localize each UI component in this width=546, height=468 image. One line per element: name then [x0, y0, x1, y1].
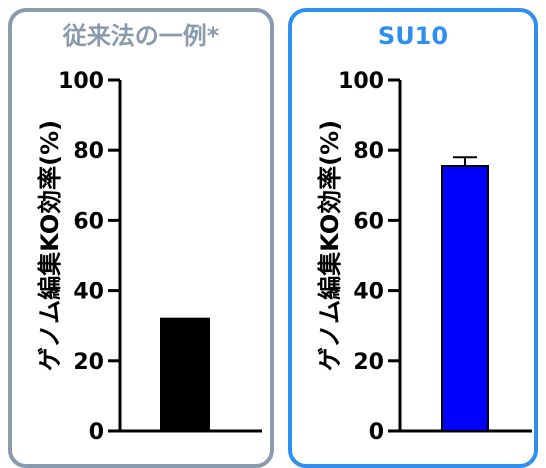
- y-tick-label: 100: [58, 69, 104, 94]
- data-bar: [441, 164, 489, 432]
- y-tick-label: 0: [369, 420, 384, 445]
- su10-chart: 0 20 40 60 80 100 ゲノム編集KO効率(%): [316, 69, 532, 445]
- data-bar: [160, 317, 210, 432]
- panel-title: 従来法の一例*: [62, 22, 220, 50]
- y-tick-label: 40: [73, 280, 104, 305]
- y-tick-label: 80: [353, 139, 384, 164]
- conventional-method-chart: 0 20 40 60 80 100 ゲノム編集KO効率(%): [36, 69, 262, 445]
- conventional-method-panel: 従来法の一例*: [8, 8, 274, 468]
- y-axis-label: ゲノム編集KO効率(%): [316, 120, 344, 371]
- y-tick-label: 20: [73, 350, 104, 375]
- y-axis-label: ゲノム編集KO効率(%): [36, 120, 64, 371]
- y-tick-label: 100: [338, 69, 384, 94]
- y-tick-label: 60: [73, 209, 104, 234]
- y-tick-label: 40: [353, 280, 384, 305]
- y-tick-label: 80: [73, 139, 104, 164]
- y-tick-label: 20: [353, 350, 384, 375]
- y-tick-label: 0: [89, 420, 104, 445]
- panel-title: SU10: [377, 22, 449, 50]
- y-tick-label: 60: [353, 209, 384, 234]
